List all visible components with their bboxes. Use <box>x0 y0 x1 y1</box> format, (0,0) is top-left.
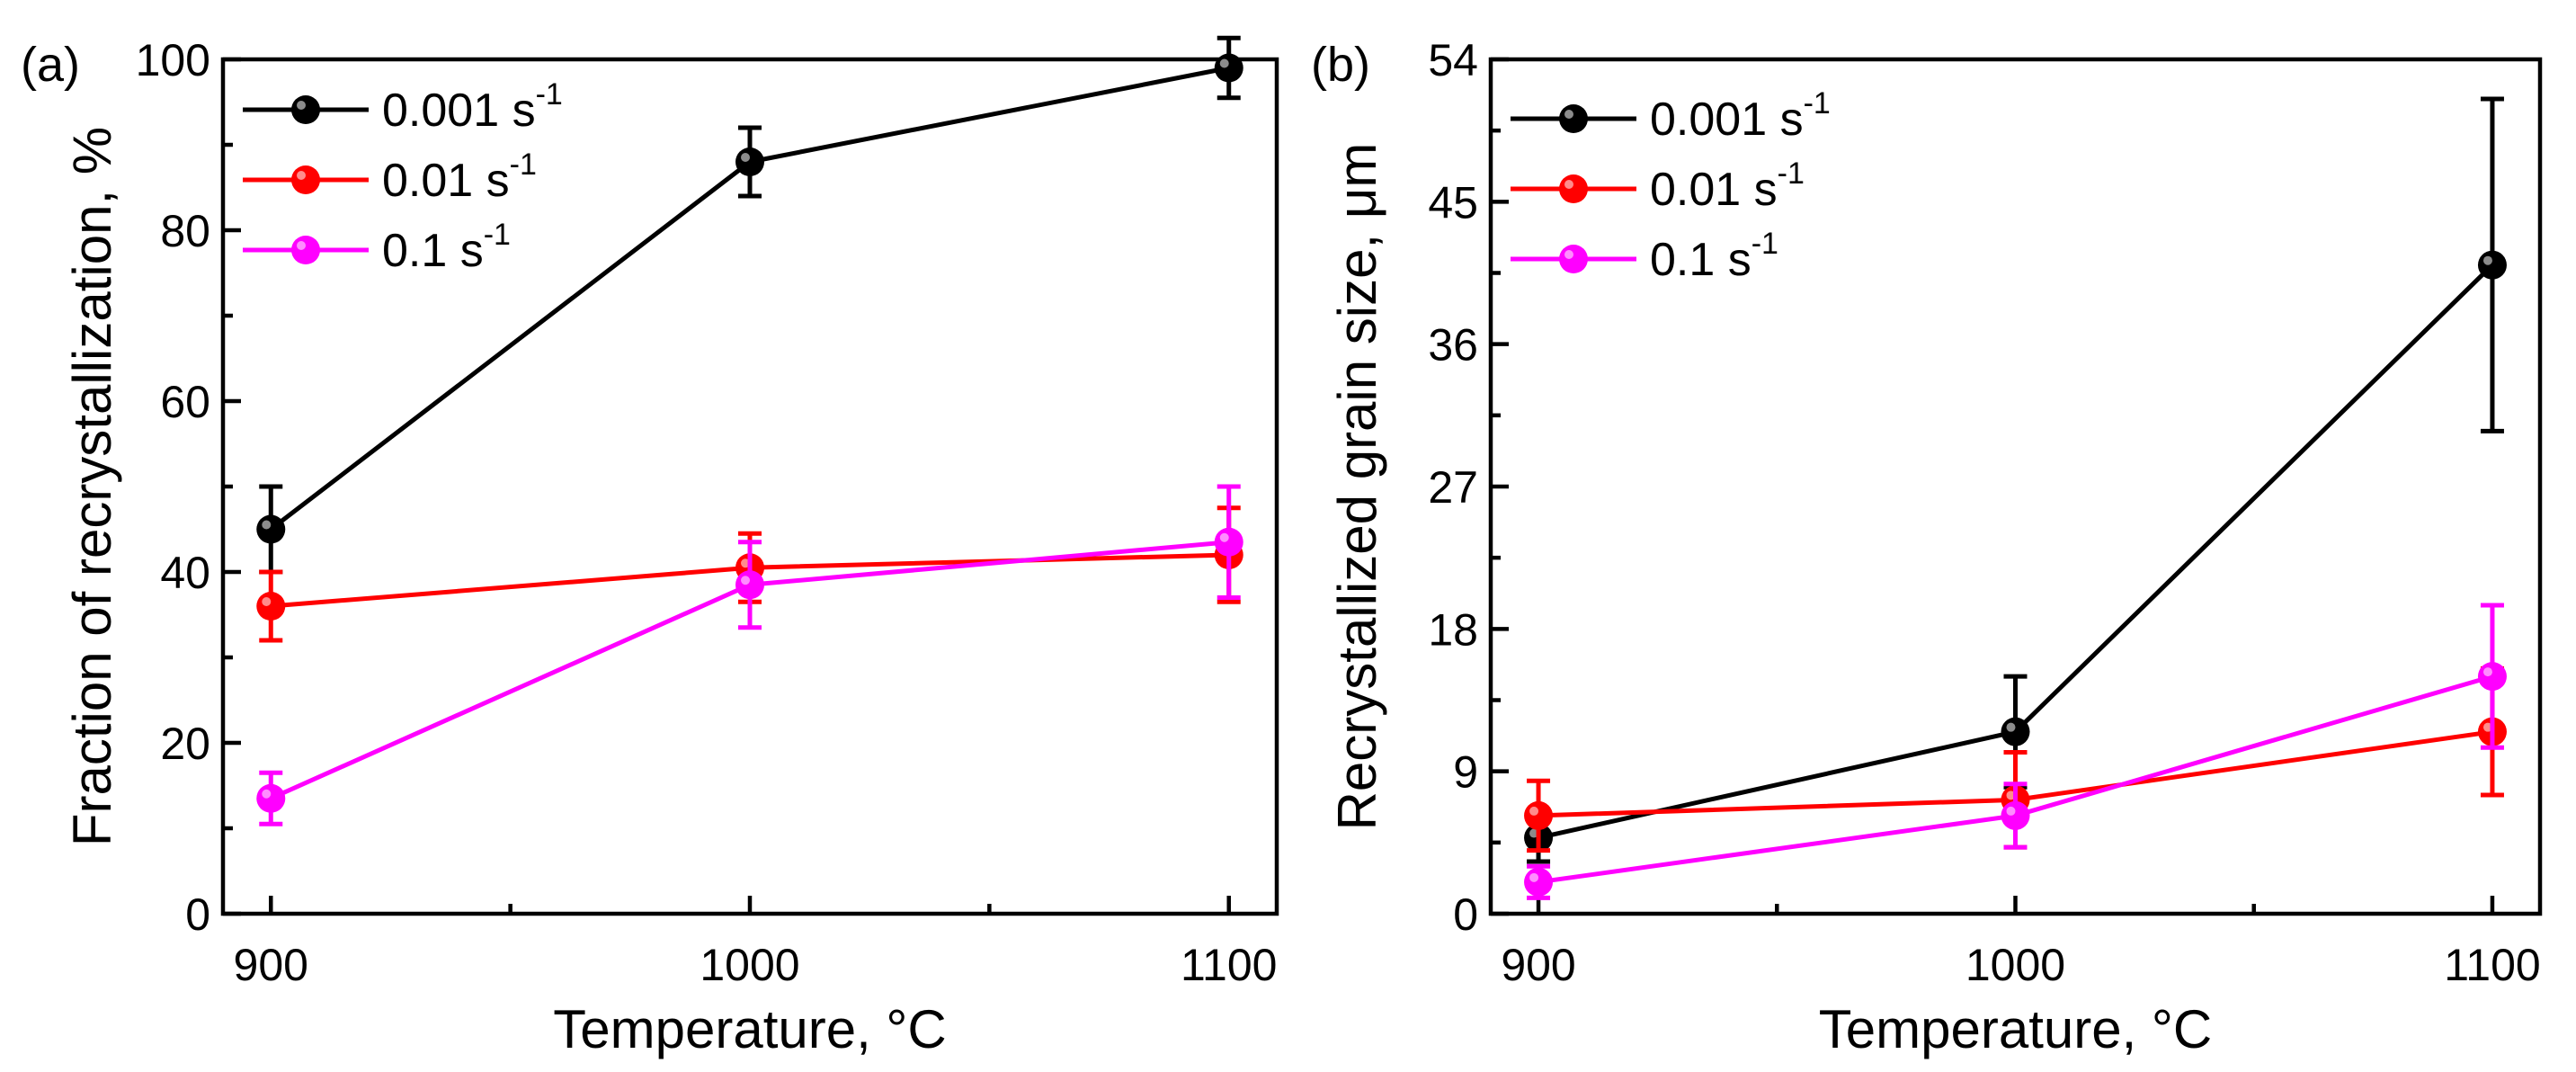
data-point <box>2001 800 2030 830</box>
legend-label-superscript: -1 <box>484 218 511 252</box>
y-tick-label: 45 <box>1428 177 1478 228</box>
legend-marker <box>291 95 320 124</box>
data-point-highlight <box>1529 806 1539 816</box>
data-point <box>256 592 286 621</box>
panel-label: (a) <box>21 38 80 92</box>
legend-label: 0.1 s-1 <box>1650 227 1778 286</box>
legend-label-superscript: -1 <box>536 77 563 112</box>
legend-marker-highlight <box>1564 180 1573 189</box>
y-axis-title: Fraction of recrystallization, % <box>62 127 122 846</box>
x-tick-label: 900 <box>234 940 308 990</box>
legend-marker-highlight <box>1564 250 1573 259</box>
data-point <box>2477 250 2507 280</box>
legend-label-superscript: -1 <box>510 147 537 182</box>
legend-label: 0.001 s-1 <box>382 77 563 137</box>
x-tick-label: 1100 <box>2444 940 2541 990</box>
x-axis-title: Temperature, °C <box>1819 999 2213 1059</box>
series-2 <box>1524 603 2507 900</box>
legend-marker-highlight <box>297 171 306 180</box>
y-tick-label: 40 <box>160 548 210 598</box>
x-axis-title: Temperature, °C <box>553 999 947 1059</box>
y-tick-label: 0 <box>1453 889 1478 940</box>
legend-label-text: 0.001 s <box>1650 94 1804 146</box>
y-tick-label: 0 <box>185 889 210 940</box>
legend-label-text: 0.01 s <box>382 155 510 207</box>
data-point-highlight <box>741 576 750 585</box>
y-tick-label: 27 <box>1428 462 1478 513</box>
data-point <box>256 783 286 813</box>
legend-marker <box>1559 174 1588 203</box>
legend-label-text: 0.001 s <box>382 85 536 137</box>
data-point-highlight <box>262 520 272 530</box>
y-axis-title: Recrystallized grain size, μm <box>1327 143 1387 831</box>
data-point-highlight <box>1529 872 1539 882</box>
legend-label-text: 0.1 s <box>382 225 484 277</box>
data-point <box>735 147 764 176</box>
legend-marker <box>291 236 320 264</box>
panel-label: (b) <box>1311 38 1370 92</box>
y-tick-label: 100 <box>136 35 210 85</box>
data-point <box>256 514 286 544</box>
data-point <box>1524 800 1554 830</box>
legend-marker-highlight <box>1564 110 1573 119</box>
data-point <box>2001 717 2030 746</box>
legend-label: 0.001 s-1 <box>1650 86 1831 146</box>
data-point <box>1214 527 1243 557</box>
legend-marker-highlight <box>297 241 306 250</box>
data-point-highlight <box>1219 532 1229 542</box>
data-point-highlight <box>262 597 272 606</box>
legend-label: 0.1 s-1 <box>382 218 511 277</box>
data-point-highlight <box>262 789 272 799</box>
y-tick-label: 20 <box>160 719 210 769</box>
legend-label: 0.01 s-1 <box>1650 156 1805 216</box>
x-tick-label: 1100 <box>1181 940 1278 990</box>
panel-b-chart: 0 9 18 27 36 45 54 900 1000 1100 Temperature, °C Re… <box>1311 35 2543 1059</box>
series-0 <box>256 35 1243 575</box>
data-point-highlight <box>2482 667 2492 677</box>
x-tick-label: 900 <box>1501 940 1575 990</box>
data-point-highlight <box>2482 255 2492 265</box>
data-point <box>2477 662 2507 692</box>
y-tick-label: 9 <box>1453 747 1478 798</box>
legend-label-text: 0.01 s <box>1650 164 1778 216</box>
data-point-highlight <box>1219 58 1229 68</box>
data-point-highlight <box>2006 806 2016 816</box>
x-tick-label: 1000 <box>1965 940 2065 990</box>
legend-label-superscript: -1 <box>1778 156 1805 191</box>
data-point-highlight <box>2006 722 2016 732</box>
y-tick-label: 36 <box>1428 320 1478 371</box>
data-point-highlight <box>741 153 750 162</box>
legend-label-text: 0.1 s <box>1650 234 1752 286</box>
legend-label: 0.01 s-1 <box>382 147 537 207</box>
legend-label-superscript: -1 <box>1804 86 1831 121</box>
legend-marker-highlight <box>297 101 306 110</box>
y-tick-label: 18 <box>1428 604 1478 655</box>
data-point <box>1214 53 1243 83</box>
legend-marker <box>1559 245 1588 273</box>
data-point <box>735 570 764 600</box>
data-point <box>1524 867 1554 897</box>
x-tick-label: 1000 <box>700 940 799 990</box>
y-tick-label: 54 <box>1428 35 1478 85</box>
series-2 <box>256 484 1243 826</box>
legend-marker <box>291 165 320 194</box>
legend-marker <box>1559 104 1588 133</box>
panel-a-chart: 0 20 40 60 80 100 900 1000 1100 Temperature, °C Fr… <box>21 35 1279 1059</box>
y-tick-label: 80 <box>160 206 210 256</box>
legend-label-superscript: -1 <box>1752 227 1778 261</box>
y-tick-label: 60 <box>160 377 210 427</box>
